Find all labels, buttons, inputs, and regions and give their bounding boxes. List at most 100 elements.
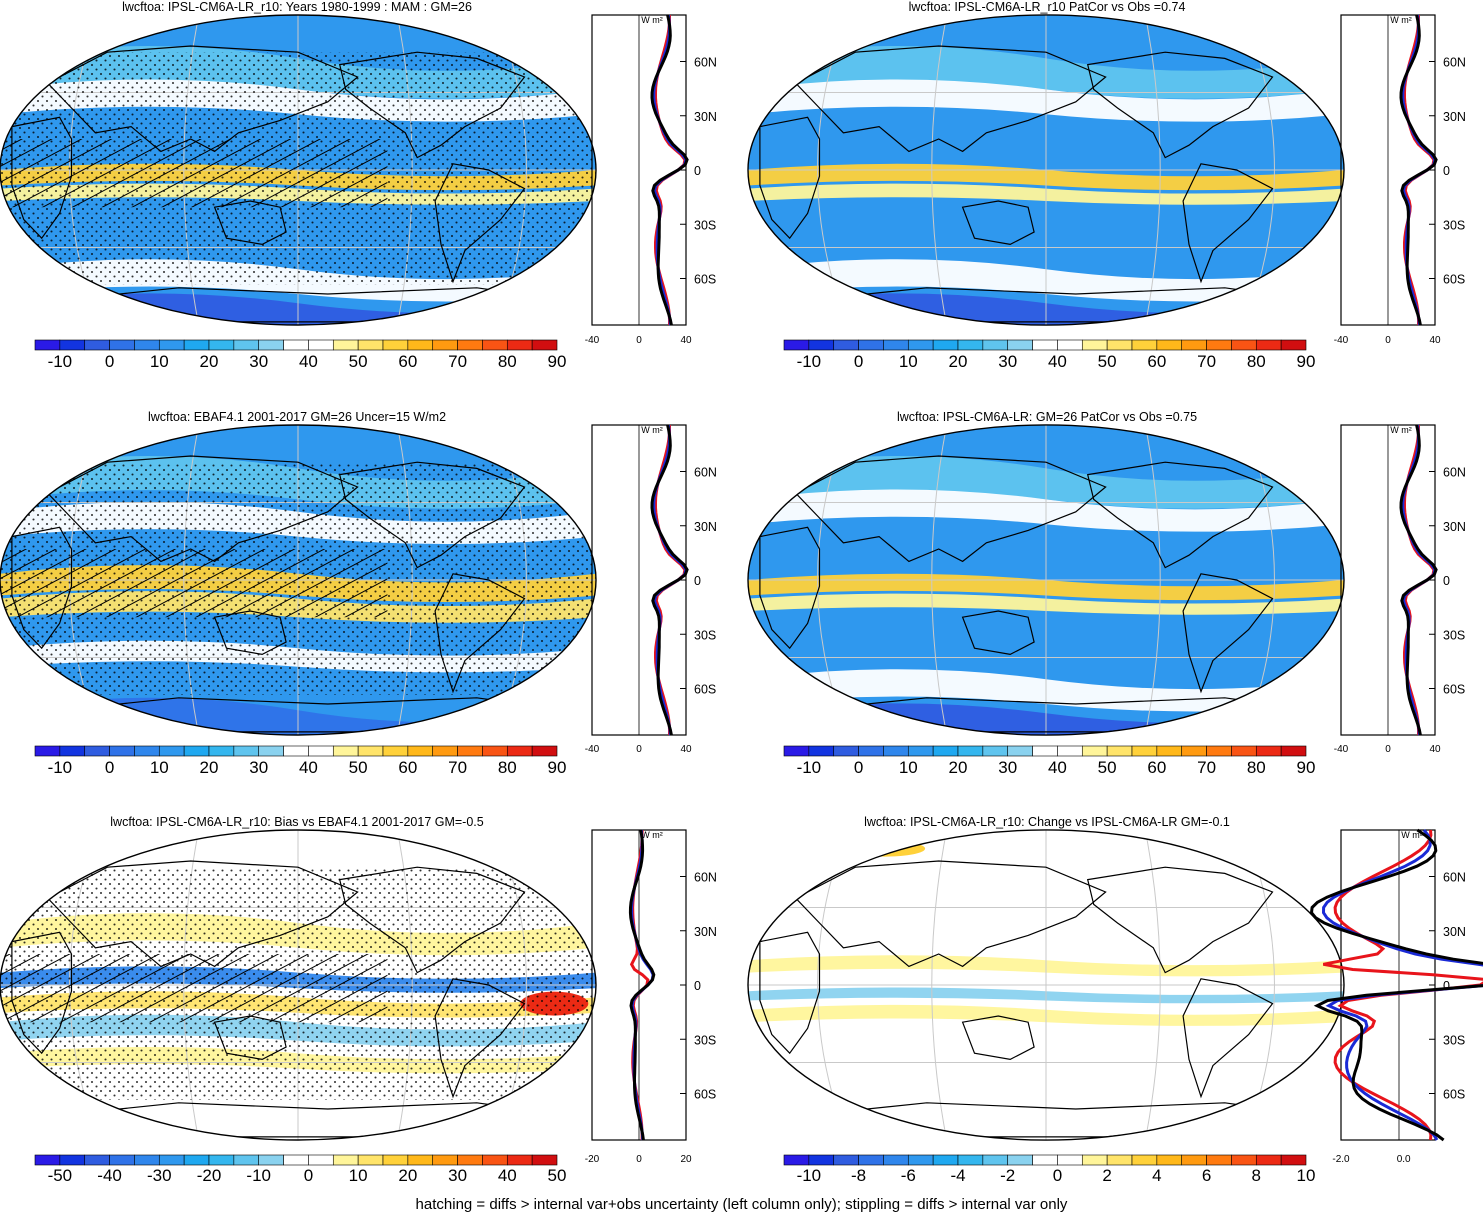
colorbar-label: 40 [498, 1166, 517, 1185]
colorbar-swatch [158, 339, 185, 351]
colorbar-swatch [1181, 1154, 1207, 1166]
colorbar-label: 40 [1048, 758, 1067, 777]
coastline-austr [961, 200, 1035, 246]
colorbar-label: 40 [299, 758, 318, 777]
colorbar-label: 70 [448, 758, 467, 777]
lat-label: 0 [694, 164, 701, 178]
colorbar-label: 80 [1247, 758, 1266, 777]
colorbar-swatch [783, 745, 810, 757]
lat-label: 0 [694, 574, 701, 588]
lat-label: 30N [1443, 925, 1466, 939]
lat-label: 30N [694, 520, 717, 534]
lat-label: 30S [694, 1033, 716, 1047]
zonal-series [1309, 828, 1483, 1142]
colorbar-label: 10 [349, 1166, 368, 1185]
colorbar-swatch [457, 745, 483, 757]
colorbar-swatch [84, 1154, 110, 1166]
lat-label: 60S [694, 1088, 716, 1102]
colorbar-swatch [1156, 1154, 1183, 1166]
colorbar-label: 10 [899, 352, 918, 371]
colorbar-swatch [982, 1154, 1009, 1166]
colorbar-label: 70 [1197, 352, 1216, 371]
map-title: lwcftoa: IPSL-CM6A-LR_r10 PatCor vs Obs … [909, 0, 1186, 14]
colorbar-label: 20 [398, 1166, 417, 1185]
lat-label: 30S [1443, 218, 1465, 232]
hatching [0, 549, 388, 618]
map-title: lwcftoa: IPSL-CM6A-LR_r10: Bias vs EBAF4… [110, 815, 483, 829]
colorbar-swatch [1255, 339, 1282, 351]
coastline-namer [1086, 51, 1274, 159]
colorbar-swatch [833, 1154, 859, 1166]
map-border [747, 14, 1345, 326]
footer-note: hatching = diffs > internal var+obs unce… [415, 1196, 1068, 1213]
units-label: W m² [641, 830, 663, 840]
colorbar-label: 60 [1147, 758, 1166, 777]
lat-label: 60S [1443, 273, 1465, 287]
colorbar-swatch [1231, 1154, 1257, 1166]
colorbar-label: 30 [448, 1166, 467, 1185]
lat-label: 30S [694, 628, 716, 642]
colorbar-swatch [531, 745, 558, 757]
lat-label: 30S [694, 218, 716, 232]
colorbar-swatch [808, 745, 835, 757]
colorbar-label: 90 [548, 352, 567, 371]
colorbar-label: -6 [901, 1166, 916, 1185]
lat-label: 60N [694, 466, 717, 480]
colorbar-swatch [833, 745, 859, 757]
colorbar-swatch [932, 339, 959, 351]
colorbar-swatch [858, 1154, 884, 1166]
colorbar-label: -4 [950, 1166, 965, 1185]
colorbar-swatch [283, 1154, 309, 1166]
colorbar-swatch [833, 339, 859, 351]
colorbar-swatch [357, 745, 384, 757]
lat-label: 30N [1443, 110, 1466, 124]
panel-1: lwcftoa: IPSL-CM6A-LR_r10: Years 1980-19… [0, 0, 717, 371]
colorbar-label: 6 [1202, 1166, 1211, 1185]
units-label: W m² [641, 15, 663, 25]
colorbar-swatch [883, 745, 909, 757]
coastline-samer [434, 573, 526, 694]
colorbar-swatch [258, 1154, 284, 1166]
coastline-asia [46, 860, 359, 968]
colorbar-swatch [308, 1154, 334, 1166]
colorbar-swatch [957, 1154, 984, 1166]
colorbar-swatch [233, 339, 260, 351]
colorbar-swatch [506, 339, 533, 351]
hatching [0, 954, 388, 1023]
coastline-asia [794, 455, 1107, 563]
zonal-x-label: 0 [636, 335, 642, 346]
coastline-samer [1182, 978, 1274, 1099]
colorbar-swatch [1106, 339, 1133, 351]
colorbar-swatch [1007, 745, 1033, 757]
zonal-x-label: 40 [680, 744, 692, 755]
colorbar-swatch [1131, 745, 1158, 757]
colorbar-swatch [34, 745, 61, 757]
colorbar-swatch [1007, 1154, 1033, 1166]
colorbar-label: 40 [299, 352, 318, 371]
map-field [0, 425, 596, 735]
lat-label: 0 [1443, 979, 1450, 993]
colorbar-swatch [183, 1154, 210, 1166]
colorbar-swatch [1206, 339, 1232, 351]
colorbar-label: -30 [147, 1166, 172, 1185]
coastline-namer [338, 51, 526, 159]
coastline-asia [794, 860, 1107, 968]
panel-6: lwcftoa: IPSL-CM6A-LR_r10: Change vs IPS… [747, 815, 1483, 1185]
colorbar-label: 10 [1297, 1166, 1316, 1185]
colorbar-label: -10 [797, 352, 822, 371]
colorbar-swatch [783, 1154, 810, 1166]
coastline-austr [961, 610, 1035, 656]
colorbar-swatch [233, 1154, 260, 1166]
colorbar-label: 90 [1297, 758, 1316, 777]
zonal-x-label: -20 [585, 1154, 600, 1165]
colorbar-label: -10 [48, 758, 73, 777]
lat-label: 60N [1443, 56, 1466, 70]
zonal-mean-panel: W m² 60N 30N 0 30S 60S -40 0 40 [1334, 424, 1466, 755]
colorbar-swatch [531, 339, 558, 351]
colorbar-label: 50 [349, 758, 368, 777]
colorbar-swatch [183, 339, 210, 351]
colorbar-swatch [109, 1154, 135, 1166]
colorbar-swatch [357, 339, 384, 351]
lat-label: 0 [1443, 574, 1450, 588]
coastline-africa [759, 931, 821, 1055]
